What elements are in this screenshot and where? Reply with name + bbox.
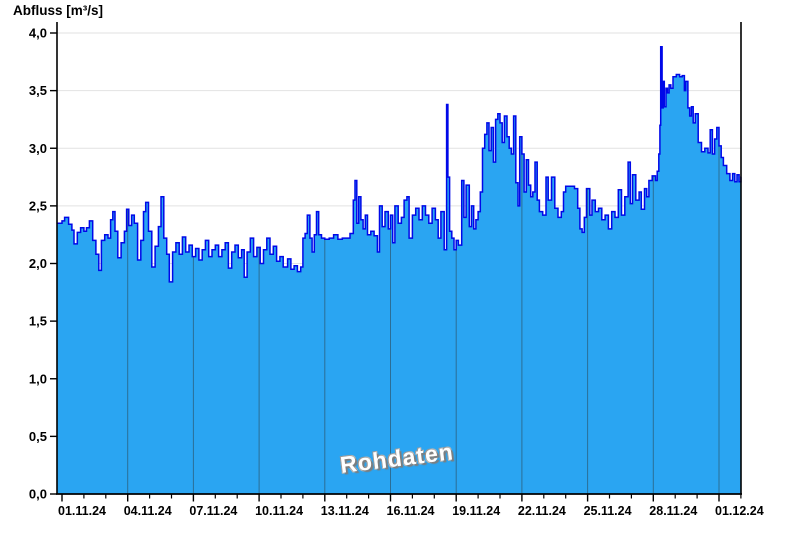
x-tick-label: 04.11.24 — [124, 504, 172, 518]
y-tick-label: 3,0 — [29, 141, 47, 156]
x-tick-label: 28.11.24 — [649, 504, 697, 518]
x-tick-label: 19.11.24 — [452, 504, 500, 518]
area-fill — [57, 46, 741, 495]
y-tick-label: 1,5 — [29, 314, 47, 329]
y-tick-label: 3,5 — [29, 83, 47, 98]
y-tick-label: 0,5 — [29, 429, 47, 444]
data-line — [57, 46, 742, 283]
x-tick-label: 22.11.24 — [518, 504, 566, 518]
x-tick-label: 10.11.24 — [255, 504, 303, 518]
y-tick-label: 1,0 — [29, 371, 47, 386]
chart-title: Abfluss [m³/s] — [13, 3, 104, 18]
x-tick-label: 01.11.24 — [58, 504, 106, 518]
x-tick-label: 25.11.24 — [584, 504, 632, 518]
y-tick-label: 2,0 — [29, 256, 47, 271]
x-tick-label: 01.12.24 — [715, 504, 764, 518]
y-tick-label: 2,5 — [29, 198, 47, 213]
x-tick-label: 13.11.24 — [321, 504, 369, 518]
y-tick-label: 0,0 — [29, 487, 47, 502]
y-tick-label: 4,0 — [29, 26, 47, 41]
x-tick-label: 07.11.24 — [189, 504, 237, 518]
x-tick-label: 16.11.24 — [387, 504, 435, 518]
